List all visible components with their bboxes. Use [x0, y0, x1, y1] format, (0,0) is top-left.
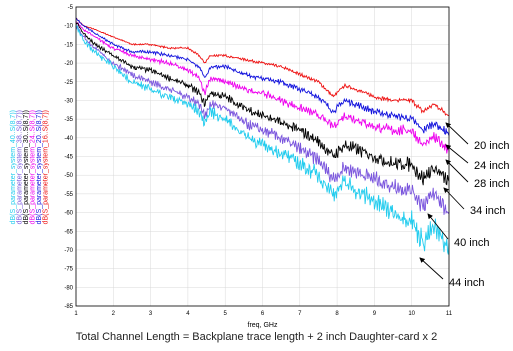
y-tick-label: -45 [64, 155, 73, 161]
legend: dB(S_parameter_system_40..S(8,7)) dB(S_pa… [10, 110, 50, 224]
y-tick-label: -40 [64, 136, 73, 142]
series-line [75, 20, 450, 154]
x-tick-label: 1 [74, 311, 78, 317]
x-tick-label: 4 [186, 311, 190, 317]
series-line [76, 18, 449, 117]
plot-frame [75, 6, 450, 307]
x-tick-label: 3 [149, 311, 153, 317]
x-tick-label: 2 [112, 311, 116, 317]
annotation-label: 40 inch [454, 237, 489, 249]
x-tick-labels: 1 2 3 4 5 6 7 8 9 10 11 [74, 311, 452, 317]
y-tick-label: -85 [64, 304, 73, 310]
annotation-label: 28 inch [474, 178, 509, 190]
y-tick-label: -50 [64, 173, 73, 179]
annotation-arrow [445, 159, 469, 183]
y-tick-label: -10 [64, 24, 73, 30]
chart-caption: Total Channel Length = Backplane trace l… [75, 331, 438, 343]
x-tick-label: 8 [335, 311, 339, 317]
y-tick-label: -35 [64, 117, 73, 123]
series-line [75, 22, 450, 186]
x-tick-label: 9 [373, 311, 377, 317]
annotation-arrow [419, 257, 444, 280]
annotations: 20 inch 24 inch 28 inch 34 inch 40 inch 44 in… [419, 122, 509, 289]
legend-entry: dB(S_parameter_system_16..S(8,7)) [43, 110, 50, 224]
y-tick-label: -80 [64, 285, 73, 291]
annotation-label: 24 inch [474, 160, 509, 172]
series-lines [75, 17, 450, 255]
x-tick-label: 7 [298, 311, 302, 317]
y-tick-label: -55 [64, 192, 73, 198]
annotation-arrow [445, 122, 469, 145]
y-tick-label: -15 [64, 42, 73, 48]
annotation-label: 34 inch [470, 205, 505, 217]
x-tick-label: 6 [261, 311, 265, 317]
legend-entry: dB(S_parameter_system_24..S(8,7)) [30, 110, 37, 224]
x-tick-label: 10 [408, 311, 415, 317]
legend-entry: dB(S_parameter_system_38..S(8,7)) [17, 110, 24, 224]
y-tick-label: -5 [68, 5, 74, 11]
annotation-label: 44 inch [449, 277, 484, 289]
annotation-label: 20 inch [474, 140, 509, 152]
y-tick-labels: -5 -10 -15 -20 -25 -30 -35 -40 -45 -50 -55 -60 -65 -7… [64, 5, 73, 310]
annotation-arrow [445, 144, 469, 164]
annotation-arrow [427, 213, 449, 240]
y-tick-label: -20 [64, 61, 73, 67]
legend-entry: dB(S_parameter_system_40..S(8,7)) [10, 110, 17, 224]
x-axis-label: freq, GHz [248, 322, 278, 329]
y-tick-label: -25 [64, 80, 73, 86]
series-line [75, 17, 450, 136]
legend-entry: dB(S_parameter_system_30..S(8,7)) [23, 110, 30, 224]
series-line [75, 25, 450, 255]
y-tick-label: -30 [64, 98, 73, 104]
x-tick-label: 11 [446, 311, 453, 317]
legend-entry: dB(S_parameter_system_20..S(8,7)) [36, 110, 43, 224]
y-tick-label: -70 [64, 248, 73, 254]
y-tick-label: -60 [64, 211, 73, 217]
y-tick-label: -65 [64, 229, 73, 235]
annotation-arrow [443, 187, 465, 210]
y-tick-label: -75 [64, 267, 73, 273]
series-line [75, 24, 450, 215]
x-tick-label: 5 [224, 311, 228, 317]
